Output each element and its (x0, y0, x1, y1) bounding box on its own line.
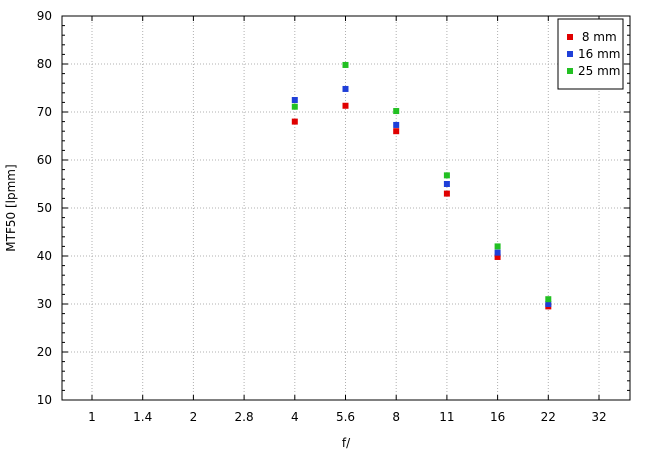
y-tick-label: 20 (37, 345, 52, 359)
x-tick-label: 1.4 (133, 410, 152, 424)
x-tick-label: 2 (190, 410, 198, 424)
data-point (443, 172, 450, 179)
data-point (494, 243, 501, 250)
data-point (393, 121, 400, 128)
data-point (291, 103, 298, 110)
data-point (494, 253, 501, 260)
data-point (545, 296, 552, 303)
data-point (545, 301, 552, 307)
tick-labels: 1 1.4 2 2.8 4 5.6 8 11 16 22 32 10 20 30 40 50 60 70 80 90 (37, 9, 607, 424)
legend-swatch (567, 34, 573, 40)
data-point (291, 97, 298, 103)
data-point (342, 85, 349, 92)
x-tick-label: 4 (291, 410, 299, 424)
x-tick-label: 2.8 (235, 410, 254, 424)
data-point (443, 181, 450, 187)
legend-label: 8 mm (578, 30, 617, 44)
y-tick-label: 80 (37, 57, 52, 71)
y-tick-label: 60 (37, 153, 52, 167)
x-tick-label: 1 (88, 410, 96, 424)
x-tick-label: 32 (591, 410, 606, 424)
legend-label: 16 mm (578, 47, 620, 61)
y-tick-label: 70 (37, 105, 52, 119)
data-point (443, 190, 450, 197)
y-axis-label: MTF50 [lpmm] (4, 164, 18, 251)
axis-ticks (62, 15, 630, 401)
y-tick-label: 50 (37, 201, 52, 215)
data-point (393, 108, 400, 115)
x-tick-label: 16 (490, 410, 505, 424)
legend-swatch (567, 51, 573, 57)
x-tick-label: 5.6 (336, 410, 355, 424)
y-tick-label: 40 (37, 249, 52, 263)
y-tick-label: 90 (37, 9, 52, 23)
legend-label: 25 mm (578, 64, 620, 78)
grid-lines (62, 16, 630, 400)
data-point (393, 128, 400, 135)
x-tick-label: 8 (392, 410, 400, 424)
data-point (291, 118, 298, 125)
legend: 8 mm 16 mm 25 mm (557, 18, 624, 90)
y-tick-label: 30 (37, 297, 52, 311)
legend-swatch (567, 68, 573, 74)
x-axis-label: f/ (342, 436, 351, 450)
x-tick-label: 11 (439, 410, 454, 424)
data-point (494, 249, 501, 256)
data-point (342, 61, 349, 68)
data-point (342, 102, 349, 109)
data-points (291, 61, 552, 310)
y-tick-label: 10 (37, 393, 52, 407)
x-tick-label: 22 (541, 410, 556, 424)
legend-items: 8 mm 16 mm 25 mm (567, 30, 620, 78)
